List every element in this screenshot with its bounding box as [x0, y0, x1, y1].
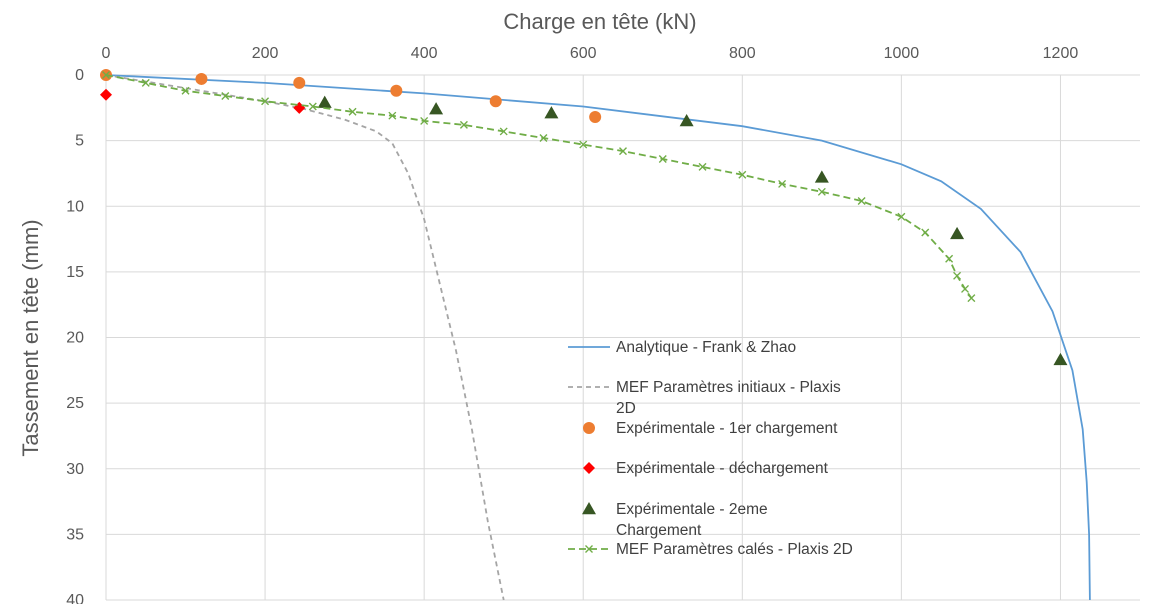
legend-item: Analytique - Frank & Zhao [568, 339, 796, 356]
series-0 [105, 74, 1091, 601]
data-point [459, 120, 468, 129]
data-point [420, 116, 429, 125]
x-tick-label: 1000 [884, 45, 920, 62]
data-point [429, 102, 444, 115]
legend-marker [582, 502, 596, 515]
data-point [499, 127, 508, 136]
legend-item: MEF Paramètres calés - Plaxis 2D [568, 541, 853, 558]
axis-layer: Charge en tête (kN) Tassement en tête (m… [18, 9, 1079, 609]
data-point [539, 134, 548, 142]
data-point [857, 197, 866, 205]
y-tick-label: 15 [66, 264, 84, 281]
legend: Analytique - Frank & Zhao MEF Paramètres … [568, 339, 853, 558]
data-point [100, 88, 112, 101]
x-tick-label: 1200 [1043, 45, 1079, 62]
data-point [293, 76, 306, 89]
y-tick-label: 0 [75, 67, 84, 84]
legend-label: Expérimentale - déchargement [616, 460, 829, 477]
data-point [317, 95, 332, 108]
data-point [817, 187, 826, 196]
data-point [679, 113, 694, 127]
y-tick-label: 5 [75, 133, 84, 150]
data-point [489, 95, 502, 108]
legend-item: Expérimentale - 2eme Chargement [582, 501, 768, 539]
x-tick-label: 200 [252, 45, 279, 62]
legend-item: Expérimentale - 1er chargement [583, 420, 838, 437]
x-axis-title: Charge en tête (kN) [503, 9, 696, 34]
data-point [102, 71, 110, 79]
series-5 [102, 71, 976, 303]
y-tick-label: 30 [66, 461, 84, 478]
data-point [544, 106, 559, 119]
data-point [658, 155, 667, 163]
data-point [181, 86, 190, 95]
legend-marker [583, 462, 595, 474]
legend-marker [585, 545, 593, 553]
data-point [390, 84, 403, 97]
data-point [738, 170, 747, 179]
data-point [1053, 352, 1068, 366]
series-line [105, 74, 1091, 601]
data-point [967, 294, 976, 303]
x-tick-label: 800 [729, 45, 756, 62]
data-point [388, 111, 397, 120]
data-point [221, 92, 230, 100]
data-point [293, 101, 306, 114]
grid-layer [105, 74, 1140, 601]
series-line [105, 74, 973, 299]
legend-marker [583, 422, 595, 434]
data-point [961, 284, 970, 293]
data-point [778, 179, 787, 188]
y-axis-title: Tassement en tête (mm) [18, 219, 43, 456]
data-point [619, 147, 627, 156]
y-tick-label: 35 [66, 526, 84, 543]
x-tick-label: 400 [411, 45, 438, 62]
data-point [579, 140, 588, 149]
data-point [950, 226, 965, 240]
legend-label: MEF Paramètres calés - Plaxis 2D [616, 541, 853, 558]
x-tick-label: 600 [570, 45, 597, 62]
x-tick-label: 0 [102, 45, 111, 62]
legend-label: MEF Paramètres initiaux - Plaxis 2D [616, 379, 841, 417]
data-point [698, 162, 707, 171]
data-point [589, 111, 602, 123]
series-3 [100, 88, 306, 114]
series-2 [100, 69, 602, 123]
data-point [195, 72, 208, 85]
data-point [921, 228, 930, 237]
y-tick-label: 40 [66, 592, 84, 604]
data-point [953, 271, 962, 280]
data-point [945, 254, 954, 263]
legend-item: MEF Paramètres initiaux - Plaxis 2D [568, 379, 841, 417]
data-point [814, 170, 829, 183]
data-point [348, 107, 357, 116]
legend-item: Expérimentale - déchargement [583, 460, 829, 477]
legend-label: Analytique - Frank & Zhao [616, 339, 796, 356]
y-tick-label: 25 [66, 395, 84, 412]
legend-label: Expérimentale - 2eme Chargement [616, 501, 768, 539]
y-tick-label: 10 [66, 198, 84, 215]
data-point [261, 97, 270, 106]
series-4 [317, 95, 1068, 366]
data-point [141, 78, 150, 87]
data-point [897, 212, 906, 221]
series-layer [100, 69, 1091, 601]
y-tick-label: 20 [66, 330, 84, 347]
legend-label: Expérimentale - 1er chargement [616, 420, 838, 437]
data-point [308, 102, 317, 111]
